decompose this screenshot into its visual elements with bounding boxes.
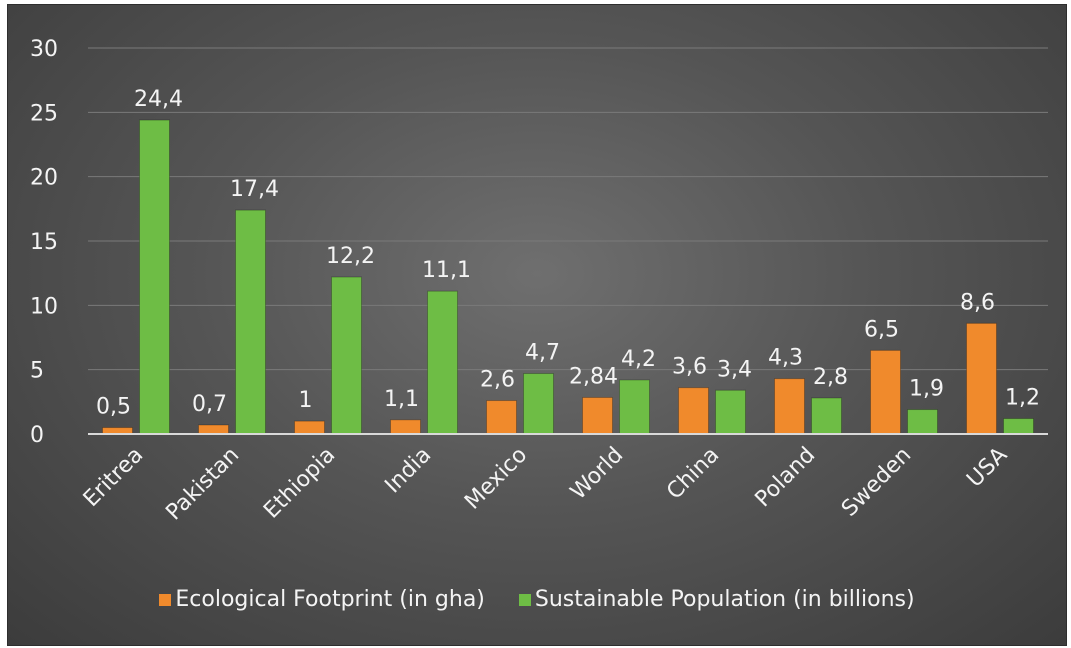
- bar-population: [1003, 418, 1034, 435]
- y-tick-label: 5: [30, 359, 44, 384]
- bar-population: [523, 373, 554, 435]
- bar-footprint: [390, 419, 421, 435]
- x-category-label: Pakistan: [161, 443, 244, 526]
- bar-footprint: [870, 349, 901, 435]
- legend-label-footprint: Ecological Footprint (in gha): [175, 587, 485, 612]
- bar-footprint: [294, 420, 325, 435]
- data-label-footprint: 1,1: [384, 387, 419, 412]
- data-label-footprint: 3,6: [672, 355, 707, 380]
- bar-footprint: [486, 400, 517, 435]
- x-category-label: Mexico: [460, 443, 532, 515]
- bar-footprint: [774, 378, 805, 435]
- data-label-population: 11,1: [422, 258, 471, 283]
- data-label-population: 4,7: [525, 341, 560, 366]
- legend-label-population: Sustainable Population (in billions): [534, 587, 915, 612]
- data-label-footprint: 2,84: [569, 364, 618, 389]
- bar-chart: 0 5 10 15 20 25 30 0,5 24,4 Eritrea 0,7 17,4 Pakista…: [30, 37, 1048, 526]
- bar-footprint: [678, 387, 709, 435]
- bar-population: [907, 409, 938, 435]
- x-category-label: Ethiopia: [259, 443, 340, 524]
- x-category-label: Poland: [751, 443, 821, 513]
- data-label-population: 4,2: [621, 347, 656, 372]
- data-label-population: 24,4: [134, 87, 183, 112]
- data-label-population: 1,2: [1005, 386, 1040, 411]
- data-label-footprint: 1: [299, 388, 313, 413]
- x-category-label: USA: [962, 443, 1012, 493]
- data-label-footprint: 4,3: [768, 346, 803, 371]
- x-category-label: China: [662, 443, 724, 505]
- bar-population: [715, 389, 746, 435]
- data-label-footprint: 6,5: [864, 317, 899, 342]
- bar-footprint: [966, 322, 997, 435]
- data-label-footprint: 2,6: [480, 368, 515, 393]
- legend-swatch-footprint: [159, 593, 172, 606]
- y-tick-label: 10: [30, 294, 58, 319]
- y-tick-label: 0: [30, 423, 44, 448]
- legend-item-footprint: Ecological Footprint (in gha): [159, 587, 485, 612]
- x-category-label: Sweden: [837, 443, 916, 522]
- y-tick-label: 15: [30, 230, 58, 255]
- bar-population: [619, 379, 650, 435]
- data-label-population: 12,2: [326, 244, 375, 269]
- data-label-population: 17,4: [230, 177, 279, 202]
- bar-population: [139, 119, 170, 435]
- chart-area: 0 5 10 15 20 25 30 0,5 24,4 Eritrea 0,7 17,4 Pakista…: [7, 4, 1067, 646]
- bar-population: [427, 290, 458, 435]
- data-label-footprint: 0,7: [192, 392, 227, 417]
- data-label-footprint: 8,6: [960, 290, 995, 315]
- bar-footprint: [198, 424, 229, 435]
- x-category-label: Eritrea: [79, 443, 148, 512]
- y-tick-label: 20: [30, 166, 58, 191]
- legend-swatch-population: [518, 593, 531, 606]
- bar-footprint: [582, 396, 613, 435]
- data-label-population: 3,4: [717, 357, 752, 382]
- x-category-label: India: [380, 443, 436, 499]
- x-category-label: World: [566, 443, 628, 505]
- legend-item-population: Sustainable Population (in billions): [518, 587, 915, 612]
- y-tick-label: 25: [30, 101, 58, 126]
- data-label-population: 2,8: [813, 365, 848, 390]
- y-tick-label: 30: [30, 37, 58, 62]
- bar-population: [331, 276, 362, 435]
- data-label-population: 1,9: [909, 377, 944, 402]
- legend: Ecological Footprint (in gha) Sustainabl…: [8, 587, 1066, 612]
- data-label-footprint: 0,5: [96, 395, 131, 420]
- bar-population: [235, 209, 266, 435]
- bar-population: [811, 397, 842, 435]
